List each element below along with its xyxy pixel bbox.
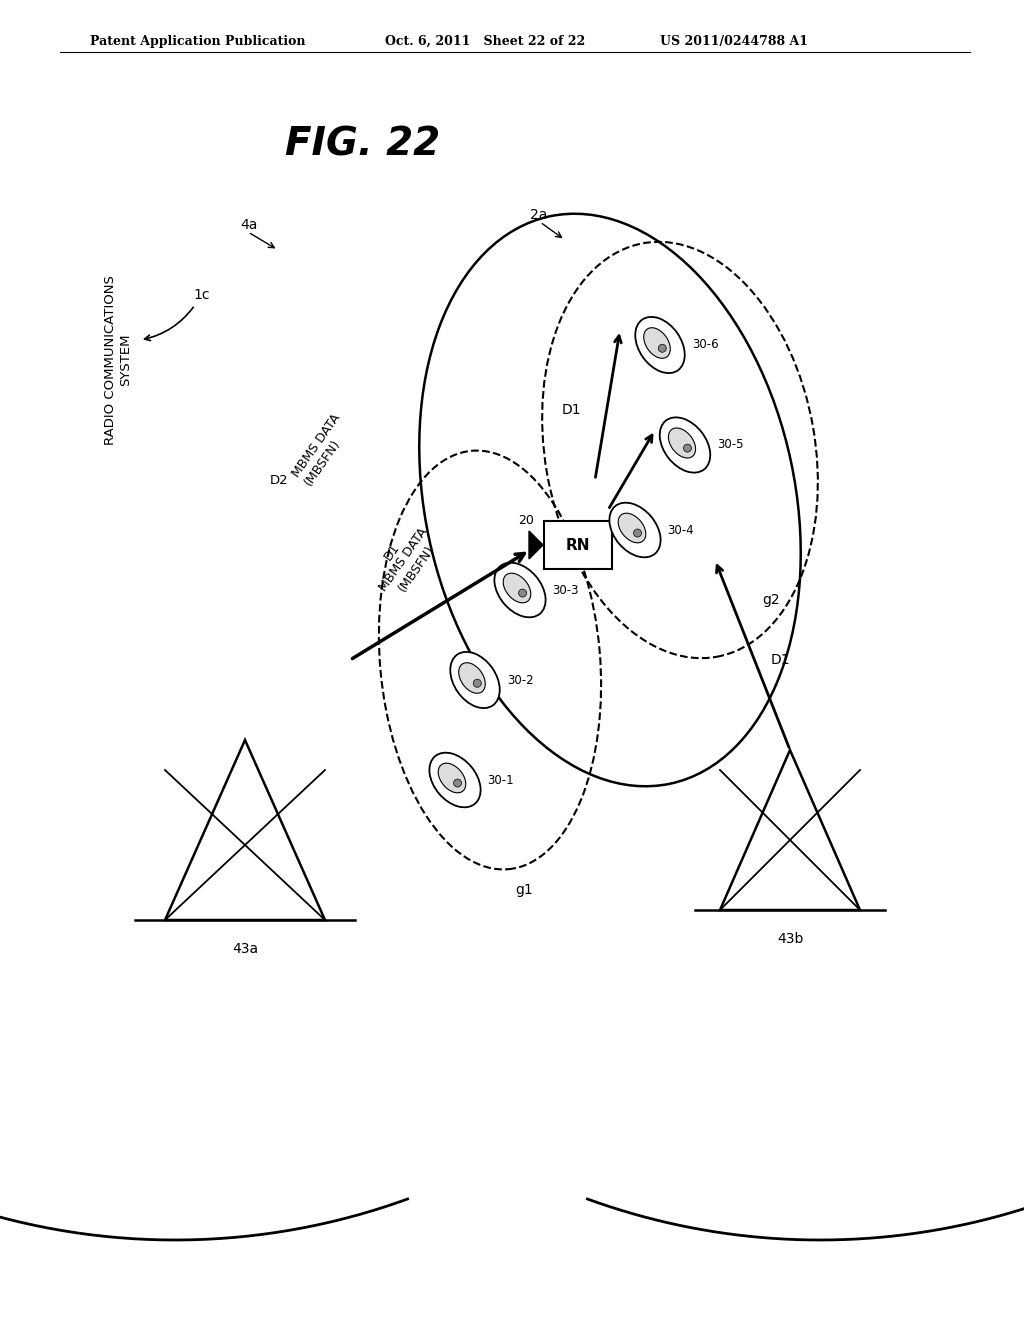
Circle shape xyxy=(473,680,481,688)
Text: US 2011/0244788 A1: US 2011/0244788 A1 xyxy=(660,36,808,48)
Text: 30-2: 30-2 xyxy=(507,673,534,686)
Polygon shape xyxy=(543,531,557,558)
Text: 43b: 43b xyxy=(777,932,803,946)
Text: 20: 20 xyxy=(518,513,534,527)
Text: 30-5: 30-5 xyxy=(717,438,743,451)
Text: 30-6: 30-6 xyxy=(692,338,719,351)
Circle shape xyxy=(658,345,667,352)
Circle shape xyxy=(634,529,642,537)
Text: g2: g2 xyxy=(762,593,779,607)
Text: 1c: 1c xyxy=(193,288,210,302)
Text: 30-4: 30-4 xyxy=(667,524,693,536)
Text: 2a: 2a xyxy=(530,209,548,222)
Text: 30-1: 30-1 xyxy=(487,774,514,787)
Text: 4a: 4a xyxy=(240,218,257,232)
Ellipse shape xyxy=(495,562,546,618)
Ellipse shape xyxy=(503,573,530,603)
Ellipse shape xyxy=(451,652,500,708)
Ellipse shape xyxy=(635,317,685,374)
Text: Oct. 6, 2011   Sheet 22 of 22: Oct. 6, 2011 Sheet 22 of 22 xyxy=(385,36,586,48)
Text: MBMS DATA
(MBSFN): MBMS DATA (MBSFN) xyxy=(290,412,355,488)
Ellipse shape xyxy=(669,428,695,458)
Polygon shape xyxy=(529,531,543,558)
Circle shape xyxy=(683,444,691,453)
Ellipse shape xyxy=(438,763,466,793)
Text: D2: D2 xyxy=(270,474,289,487)
Text: D1: D1 xyxy=(561,403,581,417)
Text: g1: g1 xyxy=(515,883,532,898)
Text: D1
MBMS DATA
(MBSFN): D1 MBMS DATA (MBSFN) xyxy=(365,517,442,603)
Ellipse shape xyxy=(429,752,480,808)
FancyBboxPatch shape xyxy=(544,521,612,569)
Text: RN: RN xyxy=(565,537,590,553)
Text: Patent Application Publication: Patent Application Publication xyxy=(90,36,305,48)
Ellipse shape xyxy=(618,513,646,543)
Circle shape xyxy=(454,779,462,787)
Ellipse shape xyxy=(659,417,711,473)
Text: 43a: 43a xyxy=(232,942,258,956)
Ellipse shape xyxy=(459,663,485,693)
Text: RADIO COMMUNICATIONS
SYSTEM: RADIO COMMUNICATIONS SYSTEM xyxy=(104,275,132,445)
Ellipse shape xyxy=(609,503,660,557)
Text: FIG. 22: FIG. 22 xyxy=(285,125,440,162)
Circle shape xyxy=(518,589,526,597)
Text: D1: D1 xyxy=(770,653,790,667)
Ellipse shape xyxy=(644,327,671,358)
Text: 30-3: 30-3 xyxy=(552,583,579,597)
